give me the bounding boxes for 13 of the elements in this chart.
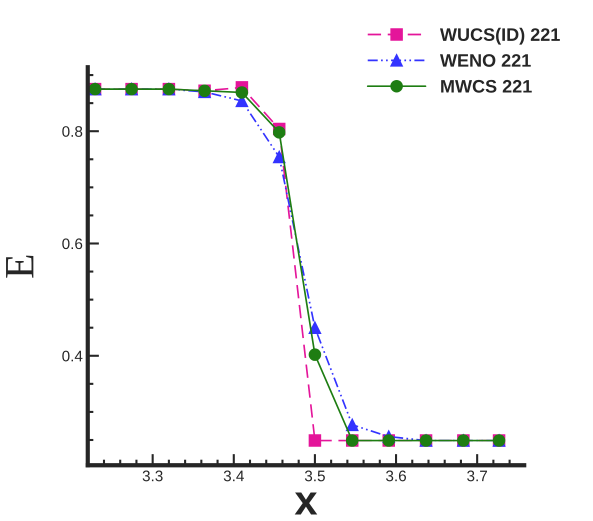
x-tick-label: 3.5 [304,470,325,482]
x-tick-label: 3.6 [386,470,406,482]
y-axis-title: E [6,256,34,278]
legend-label: WENO 221 [440,54,531,67]
y-tick-label: 0.6 [62,238,82,250]
legend-label: MWCS 221 [441,80,532,93]
x-tick-label: 3.7 [467,470,488,482]
y-tick-label: 0.4 [62,350,82,362]
x-tick-label: 3.4 [224,470,244,482]
x-axis-title: x [294,492,318,515]
legend-label: WUCS(ID) 221 [440,28,560,45]
x-tick-label: 3.3 [142,470,163,482]
y-tick-label: 0.8 [62,126,82,137]
